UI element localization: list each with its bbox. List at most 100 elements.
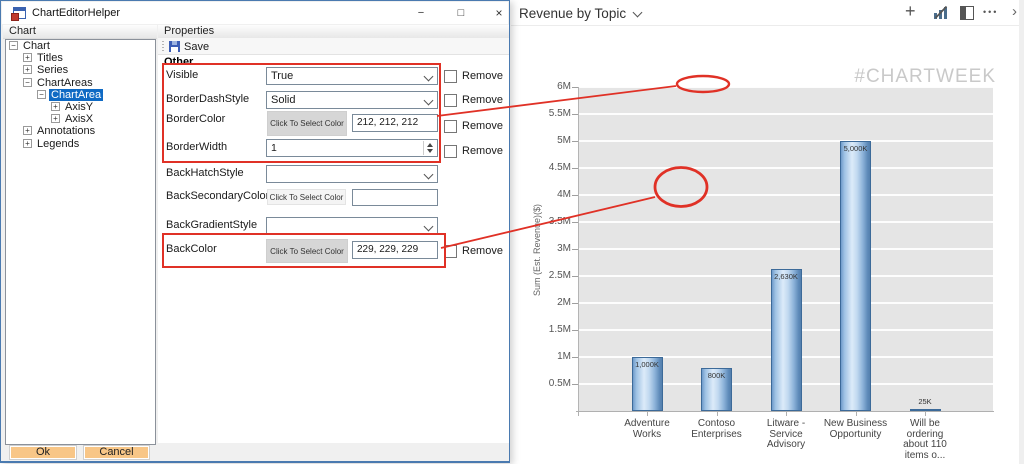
minimize-button[interactable]: − [417, 7, 425, 19]
tree-node-label: Titles [37, 52, 63, 65]
color-value-input-backsecondarycolor[interactable] [352, 189, 438, 206]
property-label-backsecondarycolor: BackSecondaryColor [166, 190, 270, 202]
expand-icon[interactable]: + [23, 65, 32, 75]
remove-label: Remove [462, 245, 503, 257]
maximize-button[interactable]: □ [457, 7, 465, 19]
gridline [579, 248, 993, 250]
collapse-icon[interactable]: − [9, 41, 18, 50]
combo-backhatchstyle[interactable] [266, 165, 438, 183]
gridline [579, 194, 993, 196]
color-value-input-bordercolor[interactable]: 212, 212, 212 [352, 114, 438, 132]
spinner-borderwidth[interactable]: 1 [266, 139, 438, 157]
y-tick-mark [572, 141, 578, 142]
x-tick-mark [716, 412, 718, 416]
right-edge-strip [1019, 0, 1024, 464]
y-tick-label: 2M [557, 297, 571, 308]
bar-new-business-opportunity[interactable] [840, 141, 871, 411]
bar-will-be-ordering-about-1[interactable] [909, 409, 941, 411]
expand-icon[interactable]: + [23, 138, 32, 148]
combo-borderdashstyle[interactable]: Solid [266, 91, 438, 109]
chevron-down-icon [423, 169, 434, 180]
chart-view-selector[interactable]: Revenue by Topic [519, 6, 643, 21]
gridline [579, 86, 993, 88]
section-header-other: Other [164, 56, 194, 68]
sidebar-item-chart[interactable]: − Chart [6, 40, 153, 52]
tree-node-label: Annotations [37, 125, 96, 138]
y-tick-label: 1M [557, 351, 571, 362]
bar-value-label: 2,630K [774, 272, 798, 281]
spin-up-icon[interactable] [427, 143, 433, 147]
bar-value-label: 25K [918, 397, 932, 406]
remove-checkbox-backcolor[interactable] [444, 245, 457, 258]
combo-visible[interactable]: True [266, 67, 438, 85]
combo-backgradientstyle[interactable] [266, 217, 438, 235]
spinner-value-borderwidth: 1 [271, 142, 277, 154]
y-tick-mark [572, 357, 578, 358]
bar-adventure-works[interactable] [631, 357, 663, 411]
tree-panel-header: Chart [3, 25, 157, 39]
y-tick-label: 6M [557, 81, 571, 92]
x-tick-mark [578, 412, 579, 416]
cancel-button[interactable]: Cancel [83, 445, 150, 460]
bar-value-label: 1,000K [635, 360, 659, 369]
sidebar-item-titles[interactable]: + Titles [6, 52, 153, 64]
spin-down-icon[interactable] [427, 149, 433, 153]
sidebar-item-annotations[interactable]: + Annotations [6, 125, 153, 137]
chevron-right-icon[interactable]: › [1012, 3, 1017, 20]
ok-button[interactable]: Ok [9, 445, 77, 460]
property-label-backhatchstyle: BackHatchStyle [166, 167, 244, 179]
more-options-icon[interactable]: ••• [983, 7, 999, 17]
tree-node-label: ChartArea [49, 88, 104, 101]
chart-title-text: Revenue by Topic [519, 6, 627, 21]
collapse-icon[interactable]: − [37, 89, 46, 99]
expand-icon[interactable]: + [23, 53, 32, 63]
sidebar-item-series[interactable]: + Series [6, 64, 153, 76]
save-button[interactable]: Save [169, 40, 209, 53]
dialog-title: ChartEditorHelper [32, 7, 121, 19]
y-tick-mark [572, 276, 578, 277]
sidebar-item-chartarea[interactable]: − ChartArea [6, 88, 153, 101]
color-value-input-backcolor[interactable]: 229, 229, 229 [352, 241, 438, 259]
remove-checkbox-borderdashstyle[interactable] [444, 94, 457, 107]
remove-checkbox-bordercolor[interactable] [444, 120, 457, 133]
expand-panel-icon[interactable] [960, 6, 974, 20]
sidebar-item-axisy[interactable]: + AxisY [6, 101, 153, 113]
sidebar-item-chartareas[interactable]: − ChartAreas [6, 77, 153, 89]
save-icon [169, 41, 180, 52]
category-label: Litware - Service Advisory [766, 418, 806, 450]
close-button[interactable]: × [495, 6, 503, 20]
remove-checkbox-borderwidth[interactable] [444, 145, 457, 158]
chevron-down-icon [632, 7, 643, 18]
bar-litware-service-advisory[interactable] [770, 269, 802, 411]
y-tick-label: 0.5M [548, 378, 571, 389]
tree-node-label: Series [37, 64, 69, 77]
remove-checkbox-visible[interactable] [444, 70, 457, 83]
add-icon[interactable]: + [905, 1, 916, 21]
properties-panel-header: Properties [158, 25, 509, 39]
color-picker-button-backsecondarycolor[interactable]: Click To Select Color [267, 189, 346, 205]
collapse-icon[interactable]: − [23, 77, 32, 87]
expand-icon[interactable]: + [51, 102, 60, 111]
tree-node-label: AxisY [65, 101, 94, 113]
expand-icon[interactable]: + [23, 126, 32, 136]
combo-value-visible: True [271, 70, 294, 82]
expand-icon[interactable]: + [51, 114, 60, 124]
color-picker-button-bordercolor[interactable]: Click To Select Color [267, 111, 347, 136]
x-tick-mark [786, 412, 787, 416]
property-label-backcolor: BackColor [166, 243, 217, 255]
sidebar-item-axisx[interactable]: + AxisX [6, 113, 153, 125]
color-picker-button-backcolor[interactable]: Click To Select Color [266, 239, 348, 263]
dialog-titlebar[interactable]: ChartEditorHelper − □ × [2, 2, 508, 24]
y-tick-mark [572, 384, 578, 385]
toolstrip-grip[interactable] [162, 41, 164, 51]
bar-value-label: 5,000K [843, 144, 868, 153]
gridline [579, 167, 993, 169]
category-label: New Business Opportunity [823, 418, 888, 440]
bar-chart-edit-icon[interactable] [933, 5, 949, 23]
y-tick-mark [572, 330, 578, 331]
y-tick-label: 5M [557, 135, 571, 146]
y-tick-label: 4.5M [548, 162, 571, 173]
sidebar-item-legends[interactable]: + Legends [6, 138, 153, 150]
spinner-buttons[interactable] [423, 141, 436, 155]
bar-contoso-enterprises[interactable] [701, 368, 732, 411]
